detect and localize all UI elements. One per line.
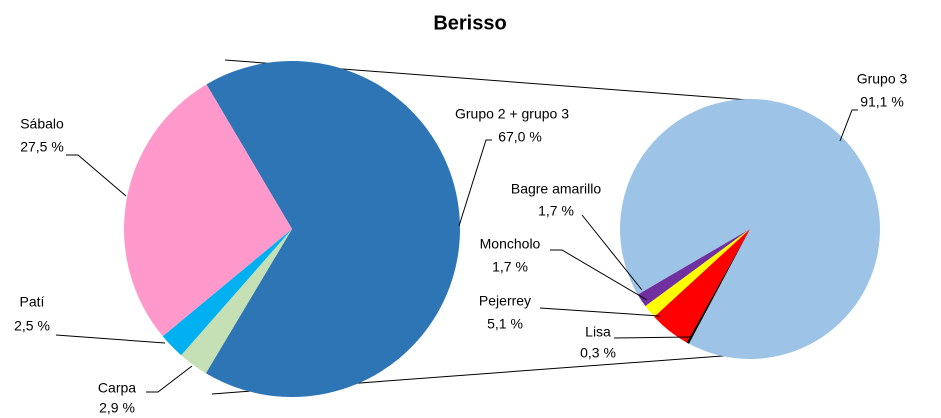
slice-value-label: 1,7 % (538, 203, 574, 219)
slice-value-label: 0,3 % (580, 345, 616, 361)
slice-value-label: 2,9 % (99, 400, 135, 416)
leader-line (839, 109, 858, 142)
leader-line (55, 334, 166, 344)
pie-slice (686, 229, 750, 344)
pie-slice (205, 61, 460, 397)
leader-line (539, 307, 661, 317)
pie-slice (181, 229, 292, 374)
slice-label: Lisa (585, 324, 611, 340)
leader-line (581, 214, 643, 291)
slice-label: Pejerrey (479, 293, 531, 309)
slice-label: Bagre amarillo (511, 181, 601, 197)
pie-slice (162, 229, 292, 356)
slice-label: Sábalo (20, 116, 64, 132)
chart-title: Berisso (433, 12, 506, 34)
leader-line (550, 249, 648, 301)
slice-label: Moncholo (480, 236, 541, 252)
leader-line (458, 139, 492, 227)
slice-value-label: 5,1 % (487, 316, 523, 332)
leader-line (146, 365, 193, 393)
leader-line (66, 154, 127, 197)
slice-label: Grupo 2 + grupo 3 (455, 106, 569, 122)
slice-value-label: 1,7 % (492, 259, 528, 275)
slice-value-label: 2,5 % (14, 318, 50, 334)
pie-slice (123, 84, 292, 337)
slice-value-label: 27,5 % (20, 139, 64, 155)
pie-slice (654, 229, 750, 343)
slice-value-label: 91,1 % (860, 94, 904, 110)
pie-slice (645, 229, 750, 317)
slice-label: Carpa (98, 380, 136, 396)
slice-value-label: 67,0 % (498, 129, 542, 145)
slice-label: Grupo 3 (857, 71, 908, 87)
pie-slice (637, 229, 750, 307)
leader-line (613, 336, 691, 339)
slice-label: Patí (20, 294, 45, 310)
